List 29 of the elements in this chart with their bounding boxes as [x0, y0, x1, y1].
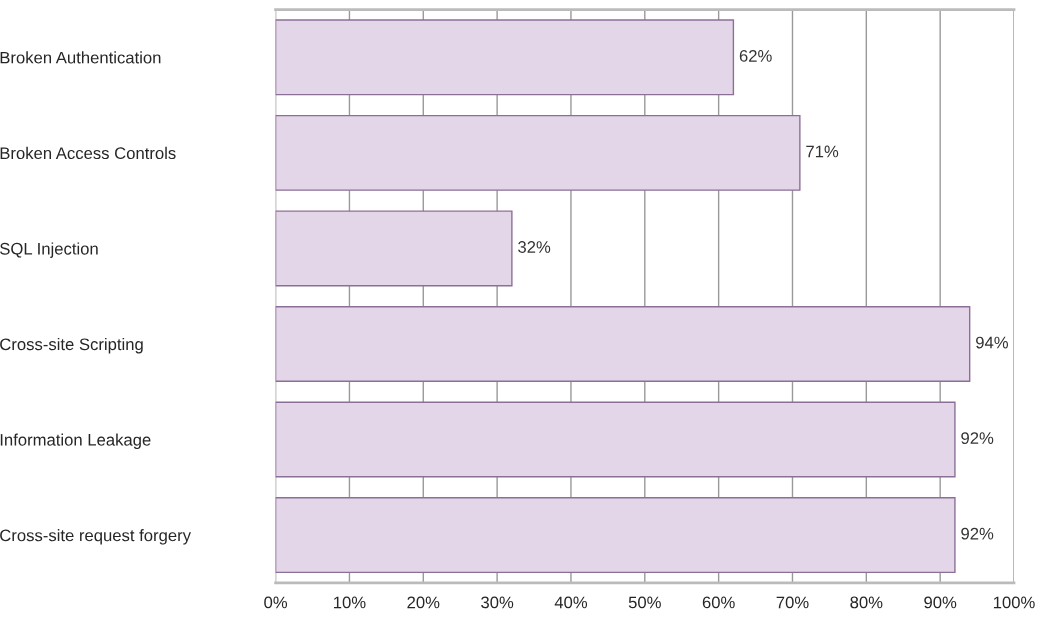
x-tick-label: 80% [850, 596, 883, 609]
x-tick-label: 20% [407, 596, 440, 609]
x-tick-label: 60% [702, 596, 735, 609]
x-tick-label: 0% [264, 596, 288, 609]
x-tick-label: 50% [628, 596, 661, 609]
bar [275, 210, 513, 287]
bar [275, 19, 735, 96]
data-label: 32% [518, 241, 551, 253]
x-tick-label: 100% [993, 596, 1035, 609]
y-tick-label: SQL Injection [0, 242, 98, 258]
data-label: 71% [806, 145, 839, 158]
x-tick-label: 10% [334, 596, 366, 609]
bar [275, 306, 971, 382]
y-tick-label: Information Leakage [0, 433, 151, 450]
x-tick-label: 40% [554, 596, 588, 609]
x-tick-label: 70% [776, 596, 809, 609]
y-tick-label: Cross-site Scripting [0, 337, 143, 354]
data-label: 62% [739, 50, 772, 62]
data-label: 92% [961, 527, 994, 540]
y-tick-label: Cross-site request forgery [0, 529, 191, 545]
data-label: 92% [961, 432, 994, 444]
data-label: 94% [976, 336, 1009, 349]
y-tick-label: Broken Access Controls [0, 146, 176, 160]
bar [275, 114, 801, 191]
x-tick-label: 30% [481, 596, 514, 609]
bar [275, 401, 956, 478]
y-tick-label: Broken Authentication [0, 51, 161, 64]
x-tick-label: 90% [924, 596, 957, 609]
bar [275, 497, 956, 574]
